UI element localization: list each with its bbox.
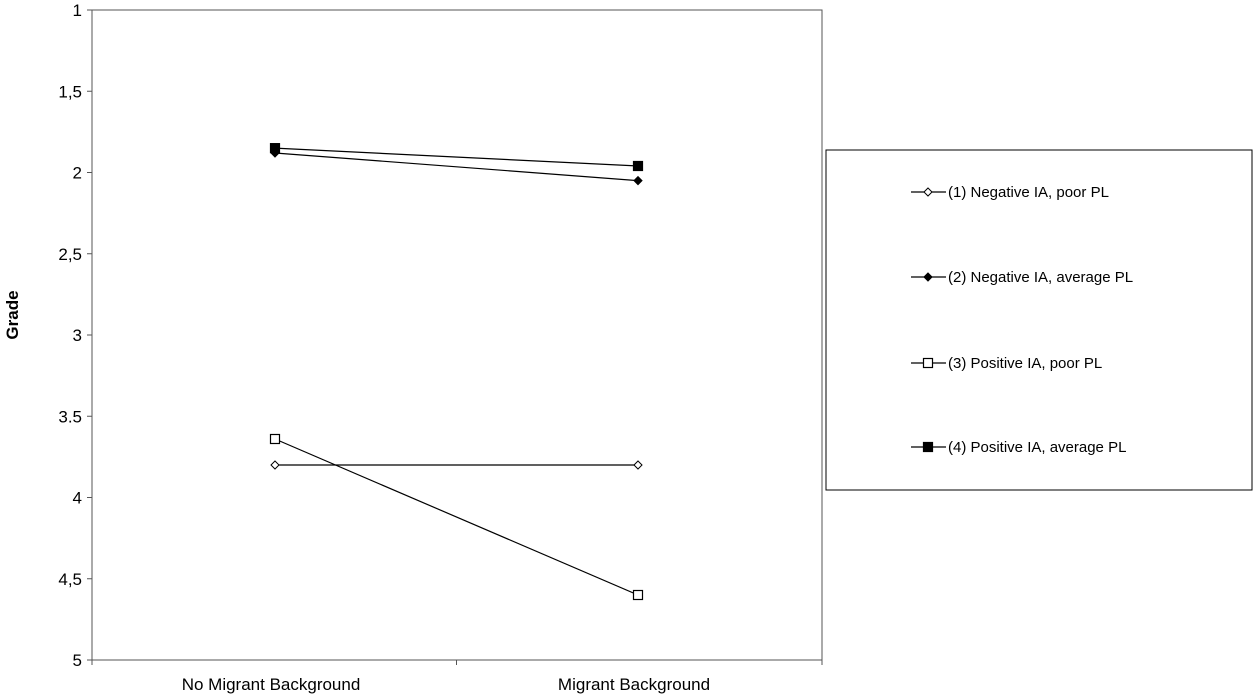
data-point [269, 433, 281, 445]
legend-entry: (4) Positive IA, average PL [911, 439, 1126, 456]
legend-entry: (2) Negative IA, average PL [911, 269, 1133, 286]
data-point [922, 441, 934, 453]
legend-label: (3) Positive IA, poor PL [948, 355, 1102, 372]
x-axis: No Migrant Background Migrant Background [91, 660, 823, 694]
series-line [274, 147, 639, 167]
y-tick-label: 2,5 [58, 245, 82, 264]
y-axis: 1 1,5 2 2,5 3 3.5 4 4,5 5 [58, 1, 92, 670]
series-line [274, 152, 639, 182]
series-lines [274, 147, 639, 596]
legend-label: (1) Negative IA, poor PL [948, 184, 1109, 201]
series-markers [269, 143, 644, 601]
legend-entry: (1) Negative IA, poor PL [911, 184, 1109, 201]
data-point [269, 143, 281, 154]
data-point [923, 187, 933, 197]
x-category-label: Migrant Background [558, 675, 710, 694]
legend-entry: (3) Positive IA, poor PL [911, 355, 1102, 372]
x-category-label: No Migrant Background [182, 675, 361, 694]
y-tick-label: 1,5 [58, 82, 82, 101]
y-tick-label: 2 [73, 164, 82, 183]
data-point [633, 460, 643, 470]
data-point [923, 272, 933, 282]
legend: (1) Negative IA, poor PL (2) Negative IA,… [825, 149, 1253, 491]
y-tick-label: 3.5 [58, 407, 82, 426]
y-axis-title: Grade [3, 290, 22, 339]
y-tick-label: 1 [73, 1, 82, 20]
data-point [633, 175, 643, 186]
legend-label: (4) Positive IA, average PL [948, 439, 1126, 456]
y-tick-label: 3 [73, 326, 82, 345]
y-tick-label: 4,5 [58, 570, 82, 589]
legend-label: (2) Negative IA, average PL [948, 269, 1133, 286]
series-line [274, 438, 639, 596]
y-tick-label: 5 [73, 651, 82, 670]
plot-area [91, 9, 823, 661]
y-tick-label: 4 [73, 489, 82, 508]
data-point [632, 589, 644, 601]
data-point [922, 357, 934, 369]
data-point [270, 460, 280, 470]
data-point [632, 160, 644, 172]
legend-box [825, 149, 1253, 491]
